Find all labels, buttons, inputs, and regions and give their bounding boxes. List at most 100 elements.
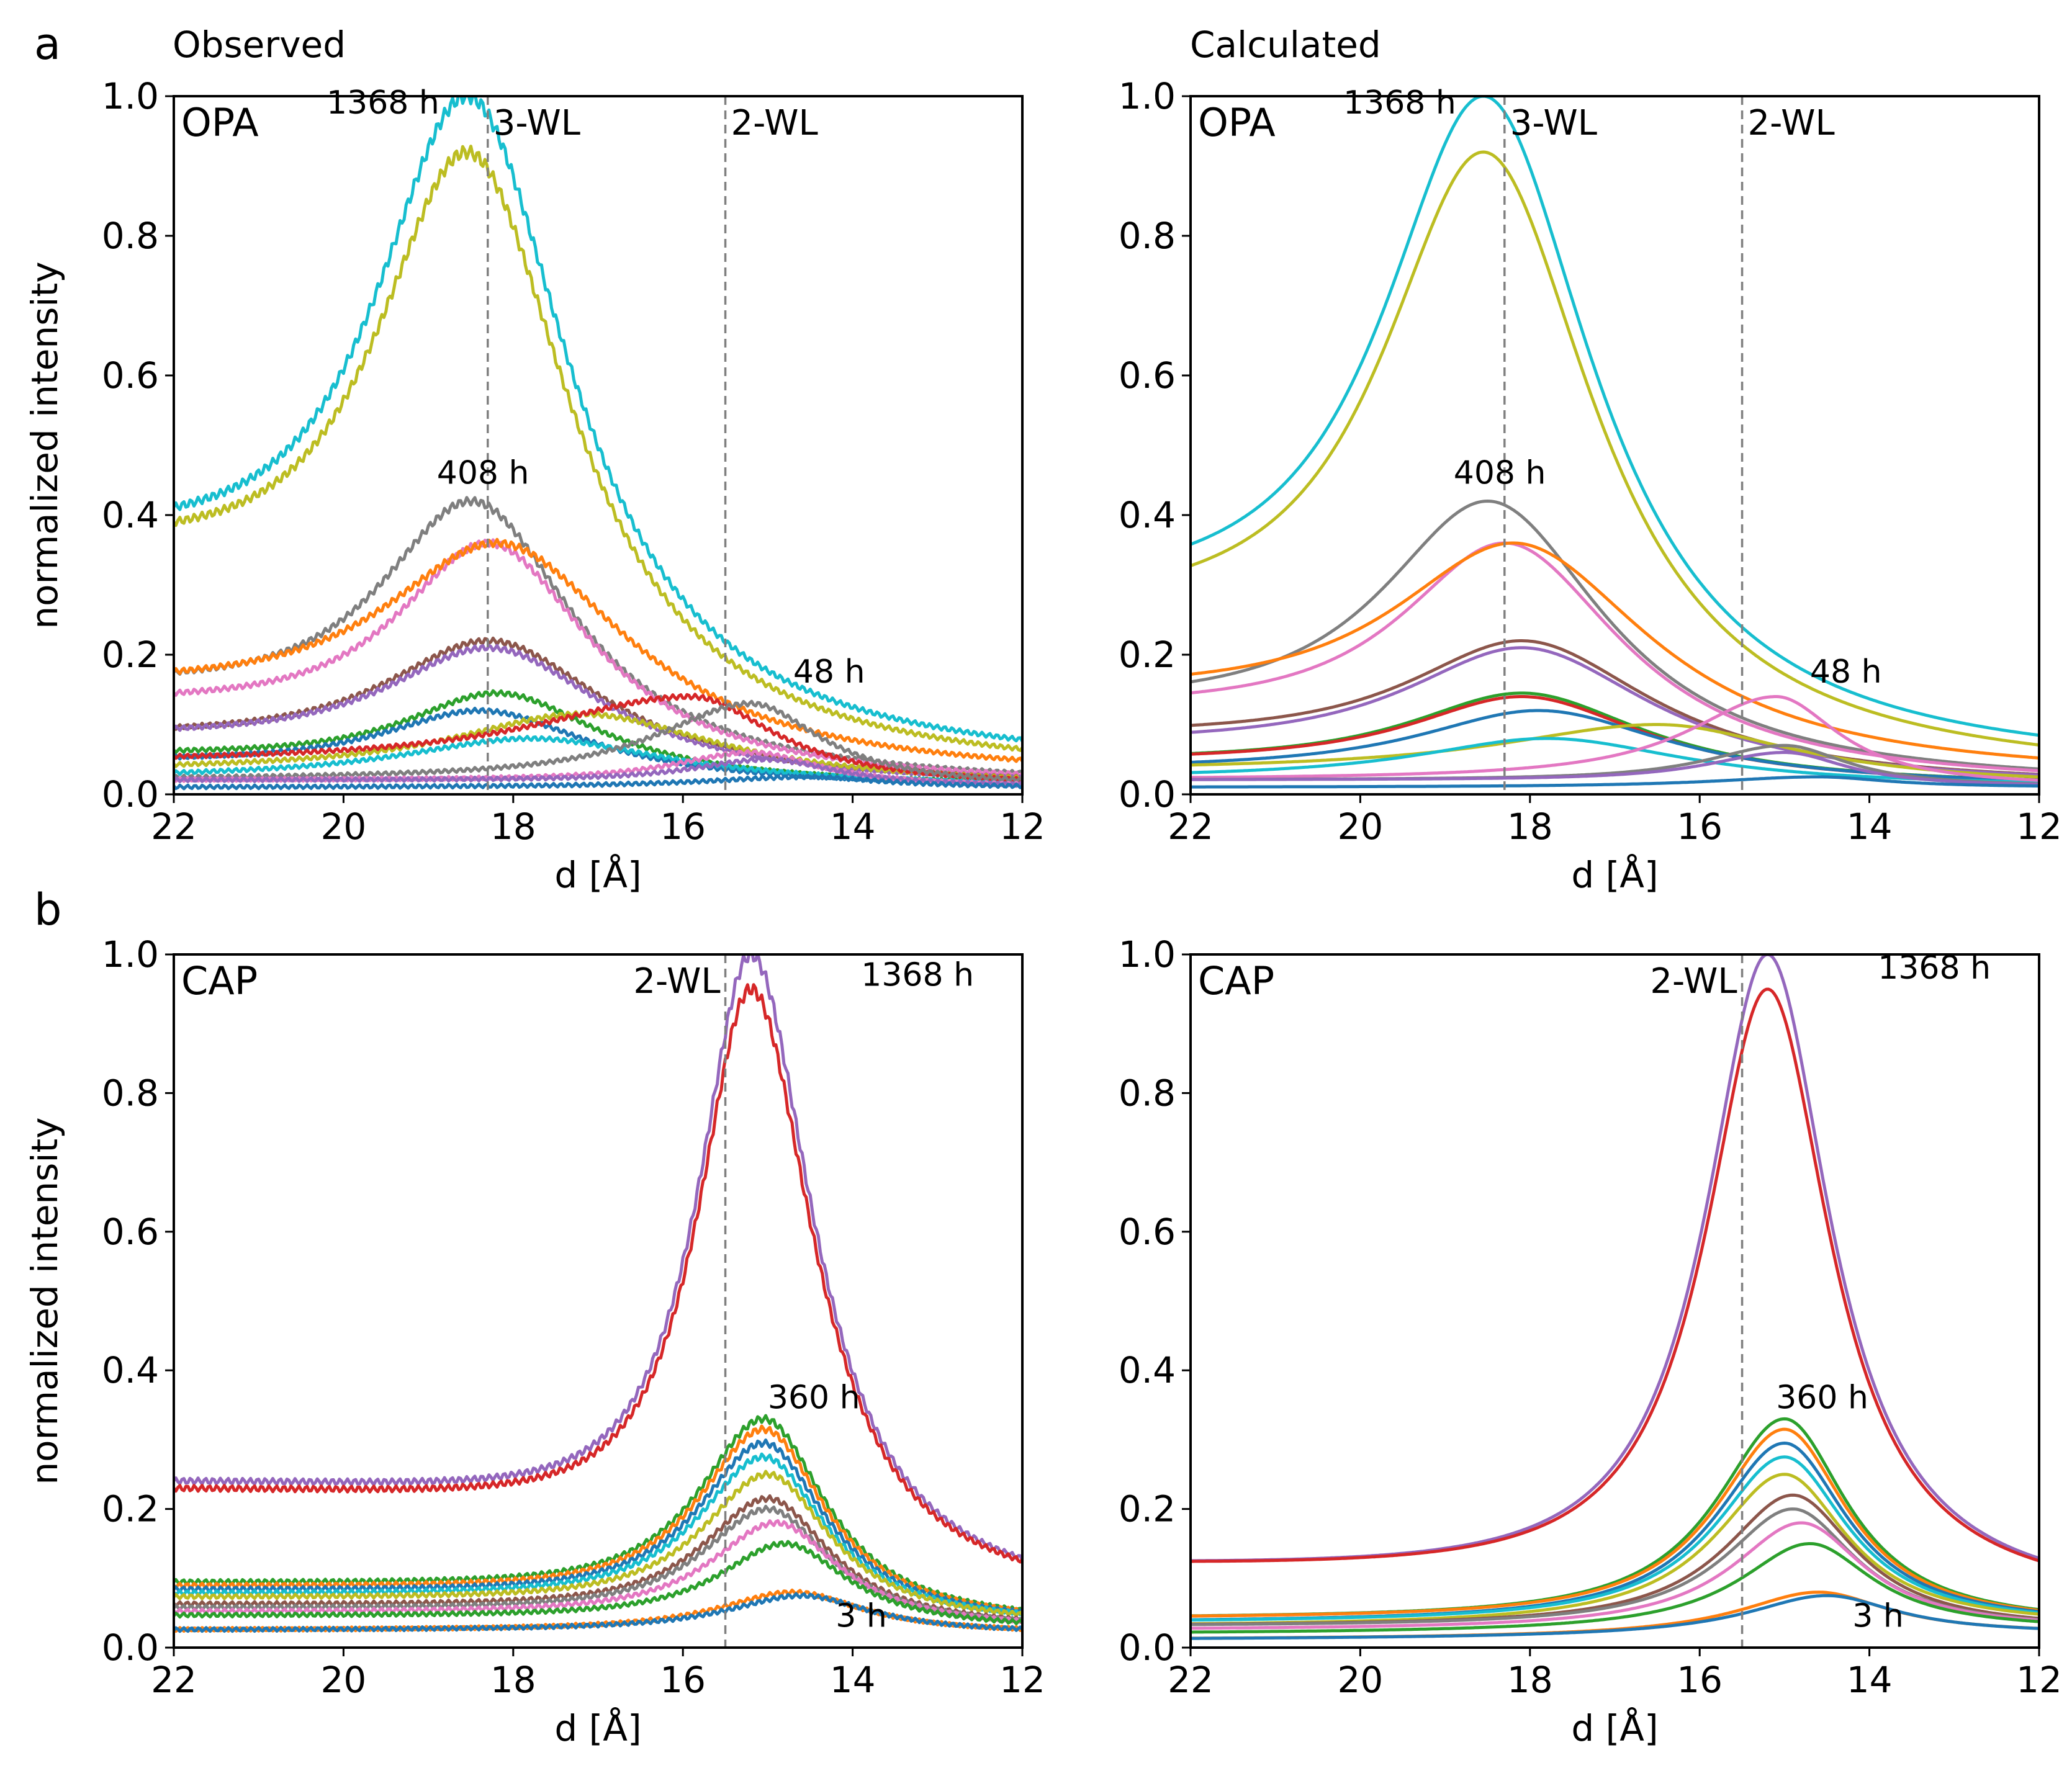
chart-a-calculated: 3-WL 2-WL 22 20 18 16 14 12 0.0 0.2 0.4 0.6 0.8 1.0 d … bbox=[1119, 75, 2062, 896]
series-line bbox=[1191, 737, 2039, 784]
axes-frame bbox=[1189, 95, 2040, 796]
time-annotation: 1368 h bbox=[1343, 84, 1456, 122]
y-tick-label: 0.6 bbox=[102, 354, 159, 397]
y-tick-label: 1.0 bbox=[102, 75, 159, 117]
x-tick-label: 20 bbox=[1337, 1659, 1383, 1701]
chart-b-calculated: 2-WL 22 20 18 16 14 12 0.0 0.2 0.4 0.6 0.8 1.0 d [Å] C… bbox=[1119, 933, 2062, 1749]
y-tick-label: 0.0 bbox=[1119, 773, 1176, 815]
x-tick-label: 12 bbox=[999, 805, 1045, 848]
series-line bbox=[174, 954, 1022, 1561]
x-tick-label: 18 bbox=[1507, 1659, 1553, 1701]
series-line bbox=[1191, 150, 2039, 747]
series-line bbox=[174, 983, 1022, 1564]
series-line bbox=[1191, 500, 2039, 771]
y-tick-label: 0.4 bbox=[1119, 1349, 1176, 1391]
x-tick-label: 14 bbox=[830, 1659, 876, 1701]
series-line bbox=[174, 1540, 1022, 1625]
axes-frame bbox=[173, 953, 1024, 1649]
series-line bbox=[174, 1470, 1022, 1617]
series-line bbox=[174, 537, 1022, 763]
series-line bbox=[1191, 541, 2039, 773]
series-line bbox=[1191, 1521, 2039, 1630]
time-annotation: 360 h bbox=[1776, 1380, 1868, 1417]
x-tick-label: 22 bbox=[151, 805, 197, 848]
y-tick-label: 0.8 bbox=[102, 1072, 159, 1114]
series-line bbox=[174, 1452, 1022, 1617]
series-line bbox=[174, 1424, 1022, 1614]
panel-label: OPA bbox=[181, 100, 259, 145]
y-tick-label: 0.2 bbox=[102, 1488, 159, 1530]
y-tick-label: 0.8 bbox=[102, 215, 159, 257]
column-title-calculated: Calculated bbox=[1190, 24, 1381, 66]
series-group bbox=[1191, 954, 2039, 1640]
x-tick-label: 22 bbox=[1168, 805, 1214, 848]
series-line bbox=[174, 773, 1022, 791]
y-tick-label: 0.6 bbox=[1119, 354, 1176, 397]
series-line bbox=[1191, 987, 2039, 1563]
x-tick-label: 16 bbox=[1677, 805, 1723, 848]
x-tick-label: 12 bbox=[999, 1659, 1045, 1701]
series-line bbox=[1191, 1473, 2039, 1626]
series-line bbox=[174, 145, 1022, 752]
y-tick-label: 0.8 bbox=[1119, 215, 1176, 257]
series-line bbox=[174, 1519, 1022, 1625]
time-annotation: 3 h bbox=[1852, 1597, 1904, 1635]
series-line bbox=[174, 756, 1022, 788]
x-tick-label: 16 bbox=[660, 1659, 706, 1701]
reference-label: 2-WL bbox=[1748, 103, 1835, 143]
series-group bbox=[174, 954, 1022, 1633]
series-line bbox=[174, 644, 1022, 781]
x-axis-label: d [Å] bbox=[1571, 853, 1658, 896]
series-line bbox=[1191, 1455, 2039, 1622]
chart-a-observed: 3-WL 2-WL 22 20 18 16 14 12 0.0 0.2 0.4 0.6 0.8 1.0 d … bbox=[24, 75, 1045, 896]
series-line bbox=[1191, 541, 2039, 760]
series-line bbox=[1191, 723, 2039, 779]
time-annotation: 48 h bbox=[793, 653, 865, 691]
x-tick-label: 20 bbox=[1337, 805, 1383, 848]
panel-label: OPA bbox=[1198, 100, 1276, 145]
time-annotation: 3 h bbox=[836, 1597, 887, 1635]
series-line bbox=[1191, 775, 2039, 789]
y-tick-label: 0.6 bbox=[102, 1211, 159, 1253]
time-annotation: 1368 h bbox=[861, 956, 974, 994]
y-tick-label: 0.0 bbox=[102, 1627, 159, 1669]
column-title-observed: Observed bbox=[173, 24, 346, 66]
panel-label: CAP bbox=[181, 958, 258, 1003]
reference-label: 2-WL bbox=[633, 961, 720, 1002]
series-group bbox=[1191, 96, 2039, 789]
reference-label: 3-WL bbox=[1510, 103, 1597, 143]
y-tick-label: 0.8 bbox=[1119, 1072, 1176, 1114]
y-tick-label: 0.4 bbox=[102, 494, 159, 536]
series-line bbox=[1191, 1594, 2039, 1640]
panel-letter-b: b bbox=[34, 884, 61, 935]
series-line bbox=[174, 1494, 1022, 1623]
x-tick-label: 22 bbox=[1168, 1659, 1214, 1701]
x-tick-label: 18 bbox=[1507, 805, 1553, 848]
series-line bbox=[174, 496, 1022, 776]
series-line bbox=[174, 96, 1022, 743]
x-tick-label: 16 bbox=[1677, 1659, 1723, 1701]
panel-letter-a: a bbox=[34, 19, 61, 70]
x-axis-label: d [Å] bbox=[554, 1707, 641, 1749]
x-tick-label: 20 bbox=[320, 1659, 366, 1701]
x-tick-label: 20 bbox=[320, 805, 366, 848]
axes-frame bbox=[1189, 953, 2040, 1649]
y-axis-label: normalized intensity bbox=[24, 261, 66, 629]
x-tick-label: 22 bbox=[151, 1659, 197, 1701]
y-axis-label: normalized intensity bbox=[24, 1117, 66, 1484]
series-line bbox=[174, 1592, 1022, 1633]
x-axis-label: d [Å] bbox=[554, 853, 641, 896]
axes-frame bbox=[173, 95, 1024, 796]
y-tick-label: 0.2 bbox=[102, 634, 159, 676]
y-tick-label: 0.2 bbox=[1119, 1488, 1176, 1530]
series-line bbox=[1191, 695, 2039, 782]
series-line bbox=[174, 693, 1022, 783]
series-line bbox=[1191, 1507, 2039, 1627]
x-tick-label: 18 bbox=[490, 1659, 536, 1701]
y-tick-label: 0.0 bbox=[1119, 1627, 1176, 1669]
time-annotation: 48 h bbox=[1810, 653, 1882, 691]
y-tick-label: 0.2 bbox=[1119, 634, 1176, 676]
x-axis-label: d [Å] bbox=[1571, 1707, 1658, 1749]
y-tick-label: 0.4 bbox=[1119, 494, 1176, 536]
